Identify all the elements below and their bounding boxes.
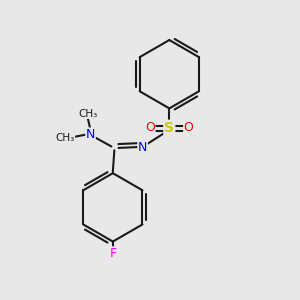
Text: O: O xyxy=(145,121,155,134)
Text: S: S xyxy=(164,121,174,135)
Text: CH₃: CH₃ xyxy=(56,133,75,142)
Text: O: O xyxy=(184,121,194,134)
Text: CH₃: CH₃ xyxy=(78,109,97,119)
Text: N: N xyxy=(86,128,95,141)
Text: F: F xyxy=(109,247,116,260)
Text: N: N xyxy=(138,140,147,154)
